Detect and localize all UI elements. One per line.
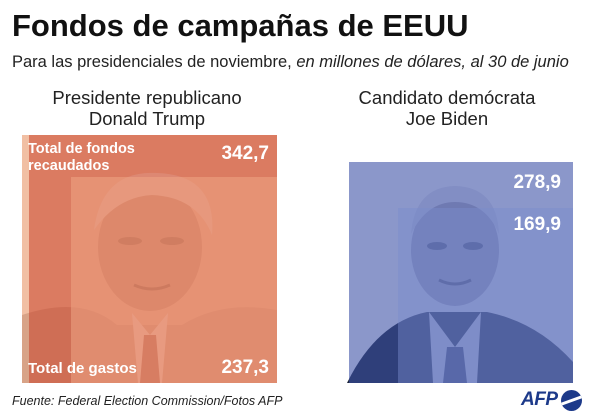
biden-panel: 278,9 169,9 (337, 162, 573, 383)
chart-title: Fondos de campañas de EEUU (12, 8, 469, 43)
trump-name: Donald Trump (88, 108, 206, 129)
chart-subtitle: Para las presidenciales de noviembre, en… (12, 53, 569, 72)
biden-name: Joe Biden (405, 108, 489, 129)
biden-raised-bar (349, 162, 573, 383)
trump-spent-value: 237,3 (221, 357, 269, 378)
biden-spent-value: 169,9 (513, 214, 561, 235)
trump-heading: Presidente republicano Donald Trump (22, 87, 272, 129)
trump-spent-bar (71, 177, 277, 383)
biden-raised-value: 278,9 (513, 172, 561, 193)
biden-heading: Candidato demócrata Joe Biden (322, 87, 572, 129)
afp-logo-text: AFP (521, 389, 558, 410)
spent-caption: Total de gastos (28, 360, 137, 377)
biden-role: Candidato demócrata (358, 87, 536, 108)
trump-role: Presidente republicano (52, 87, 242, 108)
afp-logo: AFP (521, 389, 582, 411)
subtitle-plain: Para las presidenciales de noviembre, (12, 53, 297, 71)
subtitle-units: en millones de dólares, al 30 de junio (296, 53, 569, 71)
biden-spent-bar (398, 208, 573, 383)
source-note: Fuente: Federal Election Commission/Foto… (12, 394, 283, 408)
trump-panel: Total de fondos recaudados 342,7 Total d… (22, 135, 277, 383)
raised-caption: Total de fondos recaudados (28, 141, 135, 174)
afp-globe-icon (560, 389, 582, 411)
trump-raised-value: 342,7 (221, 143, 269, 164)
